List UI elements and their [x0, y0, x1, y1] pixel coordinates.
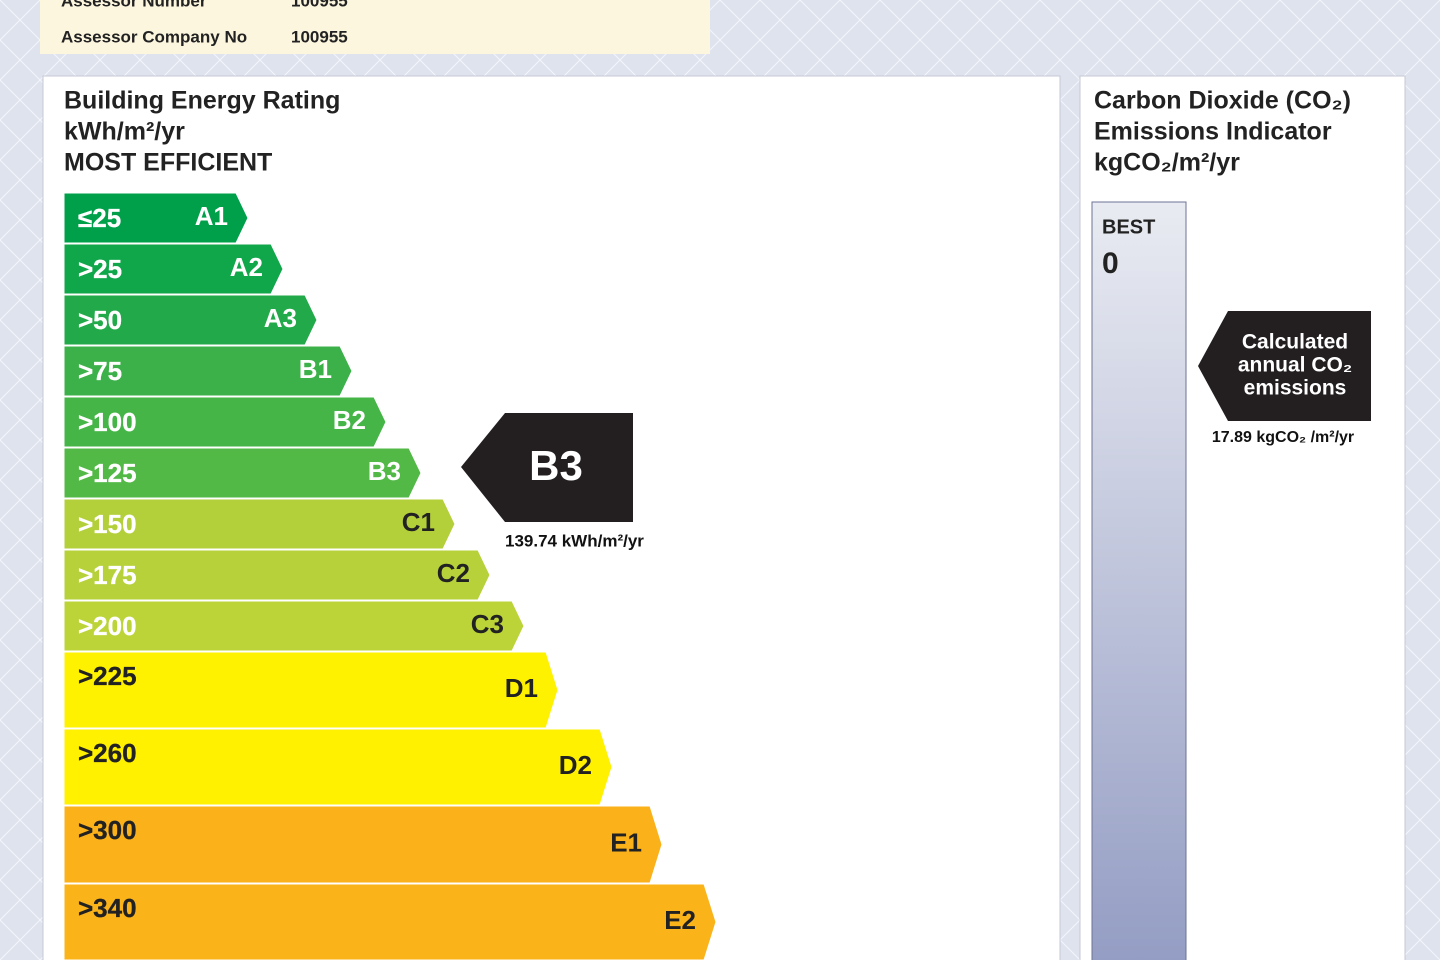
ber-band-range: >200: [78, 611, 137, 641]
ber-band: [63, 883, 717, 960]
ber-band-grade: A3: [264, 303, 297, 333]
ber-band: [63, 243, 284, 295]
ber-band-grade: E1: [610, 827, 642, 857]
assessor-box: [40, 0, 710, 54]
assessor-label: Assessor Company No: [61, 27, 247, 46]
co2-indicator-arrow: [1198, 311, 1371, 421]
ber-band-grade: C3: [471, 609, 504, 639]
assessor-value: 100955: [291, 0, 348, 10]
co2-title: Emissions Indicator: [1094, 118, 1332, 146]
ber-band-grade: B3: [368, 456, 401, 486]
ber-band-range: >100: [78, 407, 137, 437]
ber-band: [63, 805, 663, 884]
co2-value: 17.89 kgCO₂ /m²/yr: [1212, 429, 1354, 446]
ber-band: [63, 600, 525, 652]
ber-band: [63, 728, 613, 806]
co2-title: kgCO₂/m²/yr: [1094, 149, 1240, 177]
ber-band-range: >50: [78, 305, 122, 335]
assessor-label: Assessor Number: [61, 0, 207, 10]
ber-band-range: >260: [78, 738, 137, 768]
ber-title: Building Energy Rating: [64, 87, 340, 115]
co2-best-value: 0: [1102, 247, 1119, 280]
ber-title: MOST EFFICIENT: [64, 149, 272, 177]
ber-band-grade: D1: [505, 673, 538, 703]
ber-band-grade: A2: [230, 252, 263, 282]
ber-title: kWh/m²/yr: [64, 118, 185, 146]
ber-band-range: >300: [78, 815, 137, 845]
ber-band-range: >150: [78, 509, 137, 539]
ber-band: [63, 345, 353, 397]
ber-band-grade: C2: [437, 558, 470, 588]
ber-band-range: >25: [78, 254, 122, 284]
ber-band-grade: B2: [333, 405, 366, 435]
co2-best-label: BEST: [1102, 216, 1155, 238]
ber-band: [63, 192, 249, 244]
co2-indicator-text: emissions: [1244, 377, 1347, 400]
ber-band-range: ≤25: [78, 203, 121, 233]
ber-result-grade: B3: [529, 442, 583, 489]
co2-scale-bar: [1091, 201, 1187, 960]
ber-result-value: 139.74 kWh/m²/yr: [505, 531, 644, 550]
assessor-rows: Assessor Number 100955 Assessor Company No…: [61, 0, 348, 46]
ber-band-range: >225: [78, 661, 137, 691]
ber-band: [63, 396, 387, 448]
ber-band-grade: D2: [559, 750, 592, 780]
co2-texts: Carbon Dioxide (CO₂) Emissions Indicator k…: [1094, 87, 1352, 400]
ber-band: [63, 549, 491, 601]
ber-band-grade: E2: [664, 905, 696, 935]
ber-band-grade: B1: [299, 354, 332, 384]
ber-band-range: >175: [78, 560, 137, 590]
ber-band-range: >340: [78, 893, 137, 923]
co2-indicator-text: annual CO₂: [1238, 354, 1352, 377]
assessor-value: 100955: [291, 27, 348, 46]
ber-band-range: >75: [78, 356, 122, 386]
ber-band-grade: C1: [402, 507, 435, 537]
co2-title: Carbon Dioxide (CO₂): [1094, 87, 1351, 115]
ber-result-arrow: [461, 413, 633, 522]
co2-indicator-text: Calculated: [1242, 331, 1348, 354]
ber-band-range: >125: [78, 458, 137, 488]
ber-band: [63, 498, 456, 550]
ber-band-grade: A1: [195, 201, 228, 231]
ber-band: [63, 651, 559, 729]
ber-band: [63, 447, 422, 499]
ber-scale: Building Energy Rating kWh/m²/yr MOST EFFI…: [63, 87, 717, 960]
ber-band: [63, 294, 318, 346]
